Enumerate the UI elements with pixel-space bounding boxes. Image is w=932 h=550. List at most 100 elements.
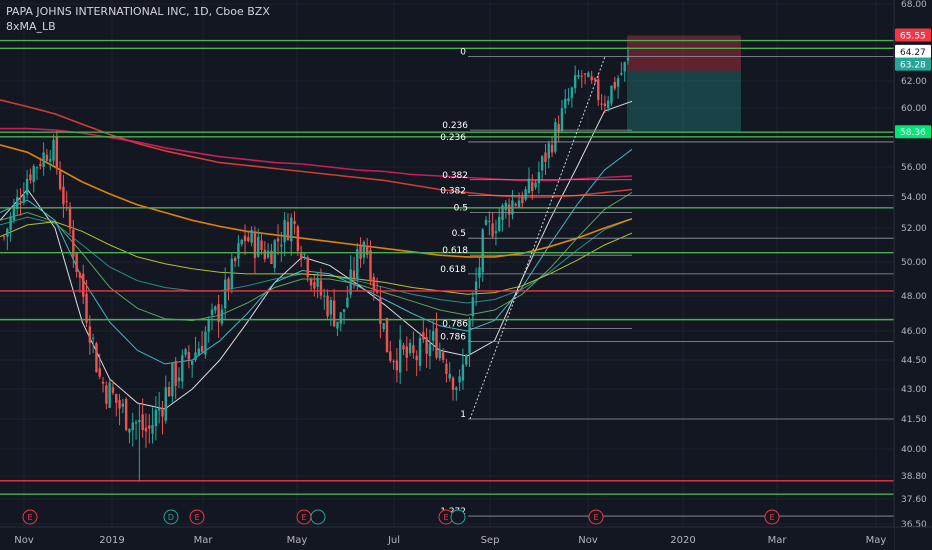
price-axis-tick: 48.00: [901, 292, 927, 302]
earnings-event-icon[interactable]: [764, 509, 780, 525]
candle-body: [45, 154, 49, 161]
candle-body: [118, 399, 121, 409]
candle-body: [217, 304, 220, 323]
price-label-box[interactable]: [895, 125, 931, 139]
earnings-event-icon[interactable]: [189, 509, 205, 525]
candle-body: [309, 278, 313, 286]
candle-body: [484, 219, 488, 225]
candle-body: [230, 258, 234, 289]
candle-body: [157, 407, 161, 411]
candle-body: [583, 73, 587, 75]
fib-trend-line[interactable]: [469, 56, 606, 420]
price-axis-tick: 46.00: [901, 327, 927, 337]
candle-body: [124, 398, 128, 431]
candle-body: [290, 217, 293, 242]
candle-body: [39, 163, 42, 167]
candle-body: [319, 280, 323, 296]
candle-body: [389, 351, 392, 361]
candle-body: [620, 72, 623, 75]
earnings-event-icon[interactable]: [163, 509, 179, 525]
candle-body: [237, 243, 240, 259]
candle-body: [547, 143, 550, 159]
candle-body: [534, 182, 537, 188]
candle-body: [415, 355, 418, 361]
candle-body: [398, 339, 402, 373]
candle-body: [540, 156, 544, 171]
candle-body: [560, 108, 564, 132]
earnings-event-icon[interactable]: [22, 509, 38, 525]
symbol-title[interactable]: PAPA JOHNS INTERNATIONAL INC, 1D, Cboe B…: [6, 5, 270, 18]
candle-body: [567, 98, 570, 102]
time-axis-panel[interactable]: [0, 527, 894, 550]
candle-body: [296, 226, 300, 251]
position-reward-zone[interactable]: [627, 70, 741, 133]
price-label-text: 64.27: [900, 48, 926, 58]
time-axis-tick: 2019: [99, 535, 124, 546]
candle-body: [402, 345, 405, 350]
candle-body: [62, 186, 65, 205]
earnings-event-icon[interactable]: [588, 509, 604, 525]
candle-body: [326, 295, 329, 317]
earnings-event-icon[interactable]: [450, 509, 466, 525]
fib-level-label: 0.5: [452, 229, 466, 239]
candle-body: [577, 75, 580, 77]
price-label-box[interactable]: [895, 44, 931, 58]
candle-body: [521, 196, 524, 204]
earnings-event-icon[interactable]: [310, 509, 326, 525]
candle-body: [422, 332, 425, 340]
candle-body: [49, 159, 52, 162]
candle-body: [177, 377, 181, 382]
candle-body: [507, 204, 511, 215]
candle-body: [445, 363, 448, 374]
candle-body: [527, 178, 531, 193]
candle-body: [593, 78, 597, 81]
candle-body: [481, 229, 484, 273]
candle-body: [303, 253, 306, 255]
candle-body: [323, 295, 326, 297]
candle-body: [111, 387, 115, 393]
candle-body: [233, 257, 237, 262]
price-axis-tick: 60.00: [901, 104, 927, 114]
candle-body: [613, 81, 616, 89]
time-axis-tick: 2020: [670, 535, 695, 546]
price-axis-panel[interactable]: [894, 0, 932, 550]
candle-body: [474, 281, 478, 295]
candle-body: [128, 428, 131, 433]
candle-body: [616, 78, 620, 87]
indicator-title[interactable]: 8xMA_LB: [6, 20, 56, 33]
candle-body: [405, 346, 408, 358]
candle-body: [448, 373, 451, 379]
candle-body: [365, 245, 369, 255]
price-axis-tick: 54.00: [901, 193, 927, 203]
candle-body: [101, 381, 105, 384]
time-axis-tick: Nov: [578, 535, 598, 546]
candle-body: [52, 139, 55, 161]
fib-level-label: 0.618: [440, 265, 466, 275]
candle-body: [550, 144, 554, 153]
moving-average-line: [0, 221, 633, 295]
candle-body: [9, 216, 12, 230]
candle-body: [266, 250, 270, 258]
candle-body: [432, 331, 435, 341]
candle-body: [283, 220, 286, 243]
candle-body: [580, 75, 583, 77]
candle-body: [438, 349, 442, 359]
position-risk-zone[interactable]: [627, 35, 741, 71]
moving-average-line: [0, 100, 633, 410]
candle-body: [174, 361, 177, 386]
price-label-box[interactable]: [895, 28, 931, 42]
price-axis-tick: 68.00: [901, 0, 927, 10]
candle-body: [171, 362, 174, 397]
fib-level-label: 0.236: [442, 121, 468, 131]
candle-body: [75, 251, 78, 273]
candle-body: [468, 320, 471, 354]
price-label-box[interactable]: [895, 57, 931, 71]
candle-body: [161, 409, 164, 417]
time-axis-tick: Sep: [481, 535, 500, 546]
candle-body: [276, 238, 280, 242]
price-axis-tick: 50.00: [901, 258, 927, 268]
candle-body: [91, 337, 95, 339]
candle-body: [72, 229, 75, 257]
candle-body: [352, 270, 356, 279]
